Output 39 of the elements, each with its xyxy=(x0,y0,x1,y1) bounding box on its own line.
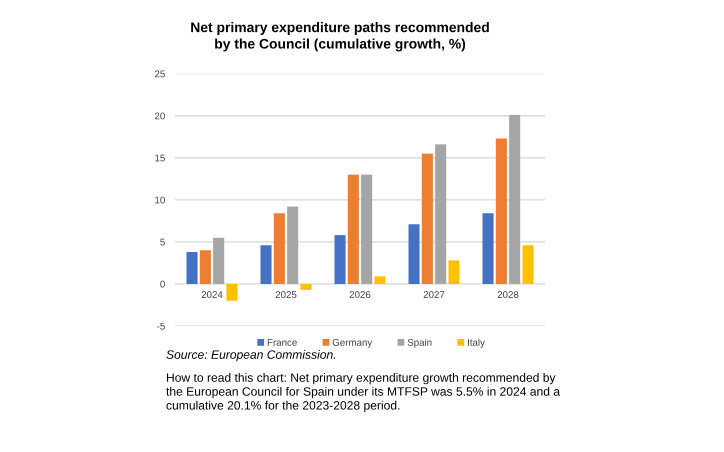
bar xyxy=(348,174,359,284)
bar xyxy=(496,138,507,284)
y-tick-label: -5 xyxy=(157,322,165,330)
legend-label: Spain xyxy=(408,338,432,348)
bar xyxy=(448,260,460,284)
y-tick-label: 20 xyxy=(154,112,165,120)
bar xyxy=(509,114,520,284)
bar xyxy=(200,250,211,284)
bar xyxy=(408,224,420,284)
bar xyxy=(374,276,386,284)
bar xyxy=(422,154,433,284)
legend-label: Germany xyxy=(332,338,372,348)
bar xyxy=(435,144,446,284)
bar xyxy=(482,213,494,284)
text: How to read this chart: Net primary expenditure growth recommended by the European Council for Spain under its MTFSP was 5.5% in 2024 and a cumulative 20.1% for the 2023-2028 period. xyxy=(166,373,560,412)
y-tick-label: 0 xyxy=(160,280,165,288)
y-tick-label: 15 xyxy=(155,154,165,162)
legend-label: Italy xyxy=(468,338,485,348)
x-tick-label: 2025 xyxy=(276,291,296,298)
chart-title: Net primary expenditure paths recommended by the Council (cumulative growth, %) xyxy=(191,22,489,52)
bar xyxy=(287,206,298,284)
y-tick-label: 10 xyxy=(155,196,165,204)
x-tick-label: 2026 xyxy=(350,291,370,298)
bar xyxy=(361,174,372,284)
y-tick-label: 25 xyxy=(154,70,165,78)
x-tick-label: 2027 xyxy=(424,291,444,298)
bar xyxy=(334,235,346,284)
x-tick-label: 2028 xyxy=(498,291,518,298)
bar xyxy=(274,213,285,284)
bar xyxy=(186,252,198,284)
bar xyxy=(260,245,272,284)
bar xyxy=(226,284,238,301)
source-note: Source: European Commission. xyxy=(166,350,336,362)
bar xyxy=(522,245,534,284)
legend-label: France xyxy=(268,339,297,346)
y-tick-label: 5 xyxy=(160,238,165,246)
bar xyxy=(213,238,224,284)
bar xyxy=(300,284,312,290)
x-tick-label: 2024 xyxy=(202,291,223,298)
